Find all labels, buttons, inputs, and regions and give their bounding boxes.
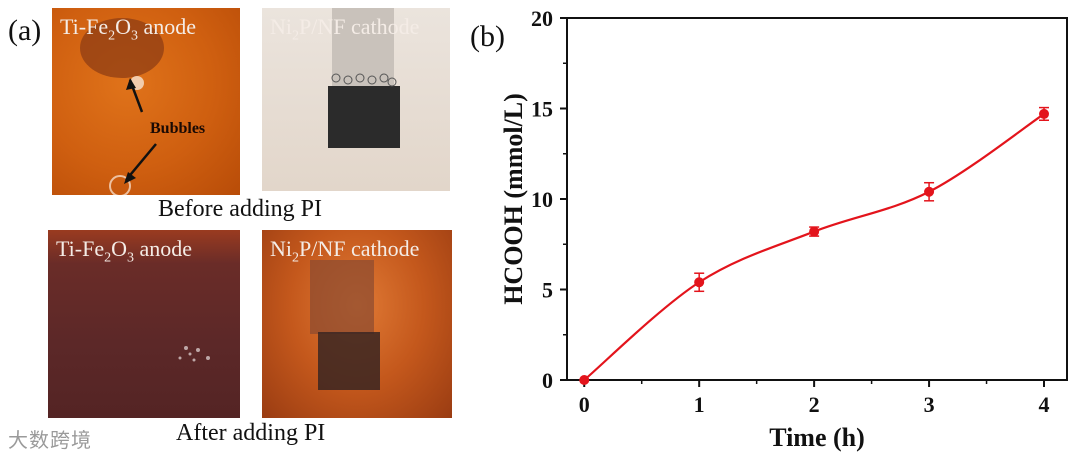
anode-after-illustration	[178, 346, 210, 362]
panel-a-label: (a)	[8, 14, 42, 47]
watermark: 大数跨境	[8, 428, 92, 452]
cathode-after-illustration	[310, 260, 380, 390]
data-point	[1039, 108, 1050, 119]
photo-title: Ti-Fe2O3 anode	[60, 14, 197, 44]
plot-frame	[566, 17, 1068, 381]
data-point	[924, 186, 935, 197]
anode-bubbles-illustration	[80, 18, 164, 195]
photo-title: Ti-Fe2O3 anode	[56, 236, 193, 266]
bubbles-label: Bubbles	[150, 120, 206, 137]
data-point	[579, 375, 590, 385]
y-axis-label: HCOOH (mmol/L)	[499, 93, 528, 305]
y-tick-label: 5	[542, 278, 553, 303]
photo-anode-before: Ti-Fe2O3 anode Bubbles	[52, 8, 240, 195]
cathode-mesh-illustration	[328, 8, 400, 148]
x-tick-label: 1	[694, 392, 705, 417]
hcooh-chart: (b) 0 1 2 3 4 0 5 10 15 20 Time (h) HCOOH (mmol/L)	[470, 6, 1068, 452]
fit-curve	[583, 113, 1045, 381]
y-tick-label: 10	[531, 187, 553, 212]
y-tick-label: 20	[531, 6, 553, 31]
y-tick-label: 15	[531, 97, 553, 122]
photo-cathode-after: Ni2P/NF cathode	[262, 230, 452, 418]
x-tick-label: 2	[809, 392, 820, 417]
x-tick-label: 4	[1039, 392, 1050, 417]
photo-anode-after: Ti-Fe2O3 anode	[48, 230, 240, 418]
photo-cathode-before: Ni2P/NF cathode	[262, 8, 450, 191]
photo-title: Ni2P/NF cathode	[270, 14, 420, 44]
data-point	[809, 226, 820, 237]
x-axis-label: Time (h)	[769, 423, 865, 452]
caption-after: After adding PI	[176, 420, 326, 446]
photo-title: Ni2P/NF cathode	[270, 236, 420, 266]
caption-before: Before adding PI	[158, 196, 322, 222]
x-tick-label: 3	[924, 392, 935, 417]
y-tick-label: 0	[542, 368, 553, 393]
panel-b-label: (b)	[470, 20, 505, 53]
x-tick-label: 0	[579, 392, 590, 417]
data-point	[694, 277, 705, 288]
